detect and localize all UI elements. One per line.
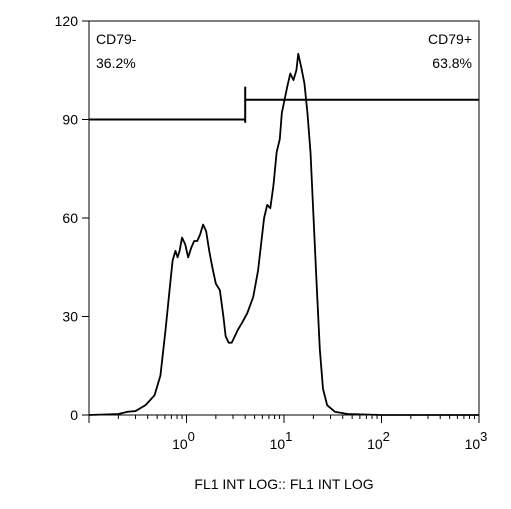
x-tick-label: 102: [367, 429, 390, 452]
y-tick-label: 90: [62, 112, 78, 128]
gate-label-cd79-positive-name: CD79+: [428, 31, 472, 47]
x-tick-base: 10: [172, 436, 188, 452]
x-tick-base: 10: [367, 436, 383, 452]
x-tick-exponent: 1: [285, 429, 292, 444]
y-tick-label: 60: [62, 210, 78, 226]
histogram-series-line: [88, 52, 479, 416]
gates-layer: [89, 86, 479, 123]
gate-label-cd79-positive-percent: 63.8%: [432, 55, 472, 71]
x-tick-base: 10: [465, 436, 481, 452]
x-tick-exponent: 0: [188, 429, 195, 444]
x-tick-base: 10: [270, 436, 286, 452]
x-tick-label: 103: [465, 429, 488, 452]
x-axis-label: FL1 INT LOG:: FL1 INT LOG: [194, 476, 373, 492]
x-tick-exponent: 3: [480, 429, 487, 444]
x-tick-label: 101: [270, 429, 293, 452]
y-tick-label: 120: [55, 13, 79, 29]
gate-label-cd79-negative-name: CD79-: [96, 31, 137, 47]
y-tick-label: 0: [70, 407, 78, 423]
plot-frame: [88, 20, 480, 416]
gate-label-cd79-negative-percent: 36.2%: [96, 55, 136, 71]
x-tick-exponent: 2: [383, 429, 390, 444]
y-tick-label: 30: [62, 309, 78, 325]
x-tick-label: 100: [172, 429, 195, 452]
